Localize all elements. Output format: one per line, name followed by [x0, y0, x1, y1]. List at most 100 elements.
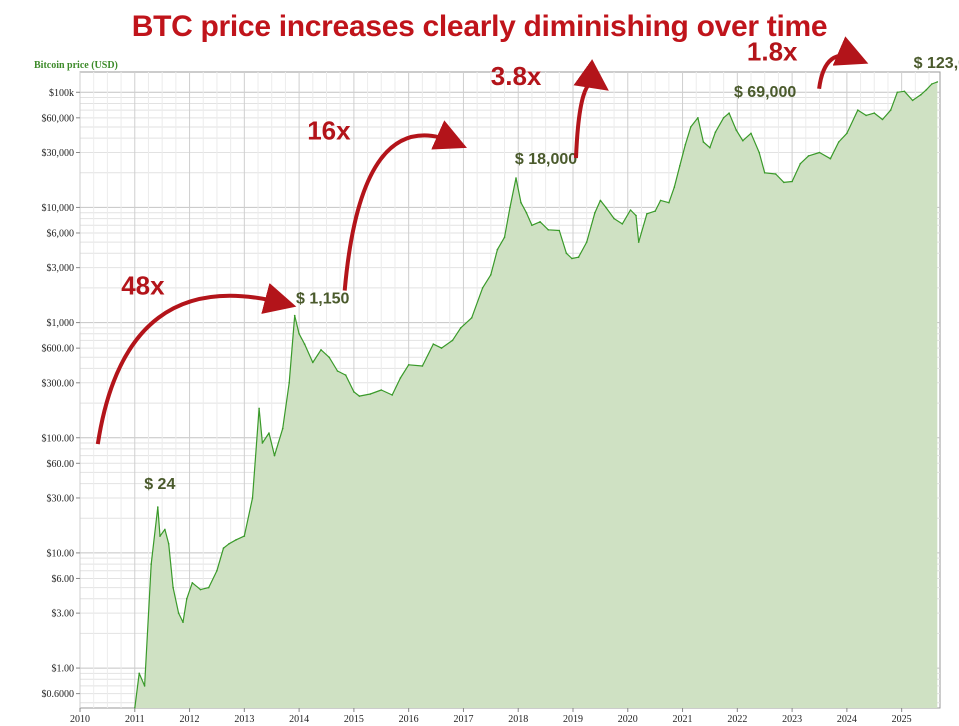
price-point — [288, 382, 291, 384]
y-tick-label: $10.00 — [47, 548, 75, 559]
price-point — [157, 506, 159, 508]
price-point — [182, 621, 184, 623]
price-point — [199, 588, 202, 591]
price-point — [273, 454, 276, 457]
x-tick-label: 2024 — [837, 714, 857, 725]
price-point — [303, 343, 306, 345]
price-point — [577, 256, 580, 259]
price-point — [515, 177, 517, 179]
price-point — [459, 327, 462, 329]
price-point — [328, 356, 331, 359]
price-point — [742, 139, 744, 142]
price-point — [654, 210, 656, 212]
chart-title: BTC price increases clearly diminishing … — [131, 10, 828, 43]
x-tick-label: 2019 — [563, 714, 583, 725]
x-tick-label: 2022 — [727, 714, 747, 725]
price-point — [621, 223, 624, 225]
peak-price-label: $ 123,000 — [914, 55, 959, 72]
price-point — [320, 349, 322, 351]
price-point — [714, 131, 717, 133]
y-tick-label: $30.00 — [47, 493, 75, 504]
price-point — [697, 117, 699, 119]
y-tick-label: $600.00 — [42, 344, 75, 355]
x-tick-label: 2011 — [125, 714, 145, 725]
y-axis-label: Bitcoin price (USD) — [34, 60, 118, 71]
price-point — [829, 157, 832, 160]
x-tick-label: 2023 — [782, 714, 802, 725]
growth-arrow — [342, 120, 467, 291]
x-tick-label: 2012 — [180, 714, 200, 725]
price-point — [539, 221, 541, 223]
price-point — [520, 201, 522, 204]
x-tick-label: 2013 — [234, 714, 254, 725]
price-point — [281, 427, 284, 430]
price-point — [159, 535, 161, 537]
price-point — [889, 109, 892, 111]
price-point — [635, 214, 637, 217]
y-tick-label: $30,000 — [42, 148, 75, 159]
growth-arrow — [817, 36, 869, 90]
price-point — [503, 236, 506, 239]
price-point — [668, 201, 670, 204]
price-point — [807, 155, 810, 157]
y-tick-label: $6.00 — [52, 574, 75, 585]
axes: $0.6000 $1.00 $3.00 $6.00 $10.00 $30.00 $60.00… — [42, 88, 912, 725]
price-point — [268, 432, 270, 434]
x-tick-label: 2018 — [508, 714, 528, 725]
price-point — [903, 90, 906, 93]
price-point — [344, 374, 347, 376]
price-point — [451, 339, 454, 342]
price-point — [207, 586, 210, 589]
multiplier-label: 1.8x — [747, 37, 798, 67]
price-point — [358, 395, 361, 397]
annotations: $ 24 $ 1,150 $ 18,000 $ 69,000 $ 123,000 48x 1… — [95, 36, 959, 493]
price-point — [646, 213, 648, 215]
price-point — [791, 180, 793, 183]
price-point — [637, 241, 640, 243]
price-point — [837, 141, 840, 143]
price-point — [251, 497, 254, 499]
y-tick-label: $100.00 — [42, 433, 75, 444]
multiplier-label: 16x — [307, 116, 351, 146]
price-point — [243, 535, 246, 537]
price-point — [758, 151, 760, 154]
price-point — [407, 364, 410, 366]
price-point — [496, 248, 499, 251]
price-point — [391, 394, 394, 396]
x-tick-label: 2025 — [892, 714, 912, 725]
price-point — [172, 586, 174, 589]
price-point — [298, 333, 300, 335]
multiplier-label: 48x — [121, 270, 165, 300]
price-point — [629, 209, 632, 211]
price-point — [599, 199, 602, 202]
price-point — [702, 141, 705, 143]
price-point — [369, 393, 372, 395]
price-point — [881, 118, 884, 121]
price-point — [143, 685, 146, 687]
price-point — [679, 165, 681, 167]
price-point — [380, 389, 383, 391]
price-point — [525, 211, 528, 214]
price-point — [164, 528, 166, 531]
price-point — [490, 274, 492, 276]
growth-arrow — [95, 283, 297, 445]
price-point — [258, 407, 260, 410]
x-tick-label: 2017 — [453, 714, 473, 725]
price-point — [261, 442, 264, 444]
peak-price-label: $ 1,150 — [296, 291, 349, 308]
x-tick-label: 2010 — [70, 714, 90, 725]
price-line — [134, 81, 938, 709]
price-point — [440, 347, 443, 349]
price-point — [735, 129, 737, 131]
x-tick-label: 2021 — [673, 714, 693, 725]
peak-price-label: $ 18,000 — [515, 151, 577, 168]
price-point — [565, 252, 568, 255]
price-point — [750, 132, 752, 135]
peak-price-label: $ 24 — [144, 476, 175, 493]
growth-arrow — [573, 59, 609, 159]
price-point — [722, 117, 725, 119]
y-tick-label: $60.00 — [47, 459, 75, 470]
multiplier-label: 3.8x — [491, 61, 542, 91]
price-point — [911, 99, 914, 102]
